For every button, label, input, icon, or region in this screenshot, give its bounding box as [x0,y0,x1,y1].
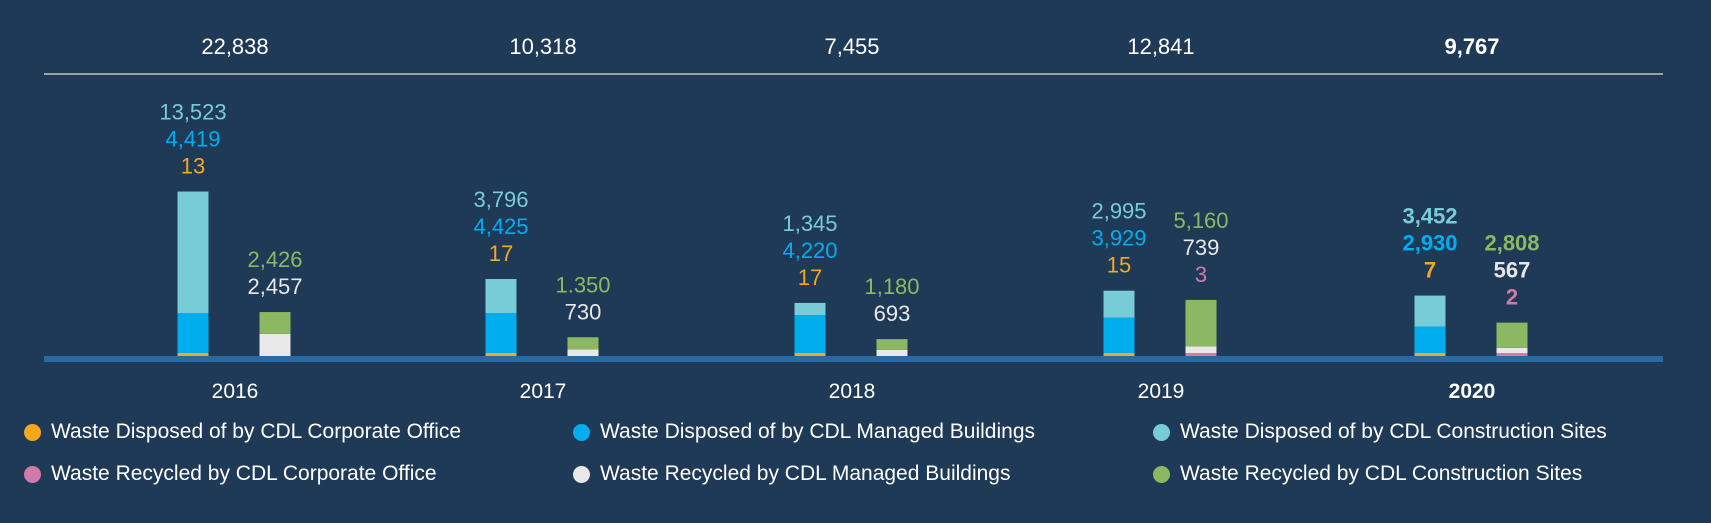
bar-segment [1496,322,1528,348]
total-label: 12,841 [1127,34,1194,59]
data-label: 15 [1107,253,1131,278]
bar-segment [1103,353,1135,356]
bar-segment [177,191,209,314]
bar-segment [794,353,826,356]
legend-label: Waste Disposed of by CDL Construction Si… [1180,420,1607,443]
data-label: 567 [1494,258,1531,283]
data-label: 2 [1506,285,1518,310]
data-label: 730 [565,299,602,324]
legend-label: Waste Recycled by CDL Managed Buildings [600,462,1011,485]
bar-segment [1103,317,1135,353]
data-label: 4,419 [165,127,220,152]
data-label: 1.350 [555,272,610,297]
bar-segment [1414,295,1446,327]
bar-segment [1185,299,1217,347]
bar-segment [567,337,599,350]
data-label: 739 [1183,235,1220,260]
bar-segment [177,313,209,353]
year-tick-label: 2018 [829,380,876,403]
year-tick-label: 2017 [520,380,567,403]
bar-segment [1185,346,1217,353]
legend-dot-icon [24,423,41,441]
bar-segment [876,349,908,356]
data-label: 3,929 [1091,226,1146,251]
bar-segment [794,315,826,353]
bar-segment [485,353,517,356]
legend-item: Waste Disposed of by CDL Corporate Offic… [24,420,461,444]
data-label: 3,452 [1402,204,1457,229]
bar-segment [794,302,826,316]
data-label: 13 [181,154,205,179]
data-label: 5,160 [1173,208,1228,233]
legend-dot-icon [1153,423,1170,441]
data-label: 3,796 [473,187,528,212]
data-label: 7 [1424,258,1436,283]
legend-item: Waste Recycled by CDL Construction Sites [1153,462,1582,486]
legend-dot-icon [1153,465,1170,483]
data-label: 1,180 [864,274,919,299]
legend-label: Waste Disposed of by CDL Managed Buildin… [600,420,1036,443]
bar-segment [1103,290,1135,318]
data-label: 4,425 [473,214,528,239]
bar-segment [876,339,908,350]
data-label: 2,995 [1091,199,1146,224]
baseline-axis [44,356,1663,362]
total-label: 7,455 [824,34,879,59]
data-label: 693 [874,301,911,326]
year-tick-label: 2020 [1449,380,1496,403]
data-label: 13,523 [159,100,226,125]
legend-label: Waste Recycled by CDL Corporate Office [51,462,437,485]
bar-segment [177,353,209,356]
legend-label: Waste Recycled by CDL Construction Sites [1180,462,1583,485]
legend-dot-icon [24,465,41,483]
legend-dot-icon [573,465,590,483]
data-label: 3 [1195,262,1207,287]
total-label: 10,318 [509,34,576,59]
bar-segment [485,313,517,353]
year-tick-label: 2016 [212,380,259,403]
bar-segment [485,279,517,314]
bar-segment [1496,347,1528,353]
data-label: 1,345 [782,211,837,236]
data-label: 2,930 [1402,231,1457,256]
bar-segment [1496,353,1528,356]
bar-segment [259,312,291,334]
bar-segment [567,349,599,356]
year-tick-label: 2019 [1138,380,1185,403]
data-label: 2,808 [1484,231,1539,256]
legend-item: Waste Recycled by CDL Corporate Office [24,462,437,486]
data-label: 2,426 [247,247,302,272]
data-label: 4,220 [782,238,837,263]
bar-segment [259,333,291,356]
legend-item: Waste Disposed of by CDL Managed Buildin… [573,420,1035,444]
legend-dot-icon [573,423,590,441]
legend-item: Waste Recycled by CDL Managed Buildings [573,462,1010,486]
legend-item: Waste Disposed of by CDL Construction Si… [1153,420,1607,444]
bar-segment [1414,353,1446,356]
bar-segment [1185,353,1217,356]
total-label: 22,838 [201,34,268,59]
legend-label: Waste Disposed of by CDL Corporate Offic… [51,420,462,443]
total-label: 9,767 [1444,34,1499,59]
bar-segment [1414,326,1446,353]
data-label: 17 [489,241,513,266]
data-label: 2,457 [247,274,302,299]
data-label: 17 [798,265,822,290]
